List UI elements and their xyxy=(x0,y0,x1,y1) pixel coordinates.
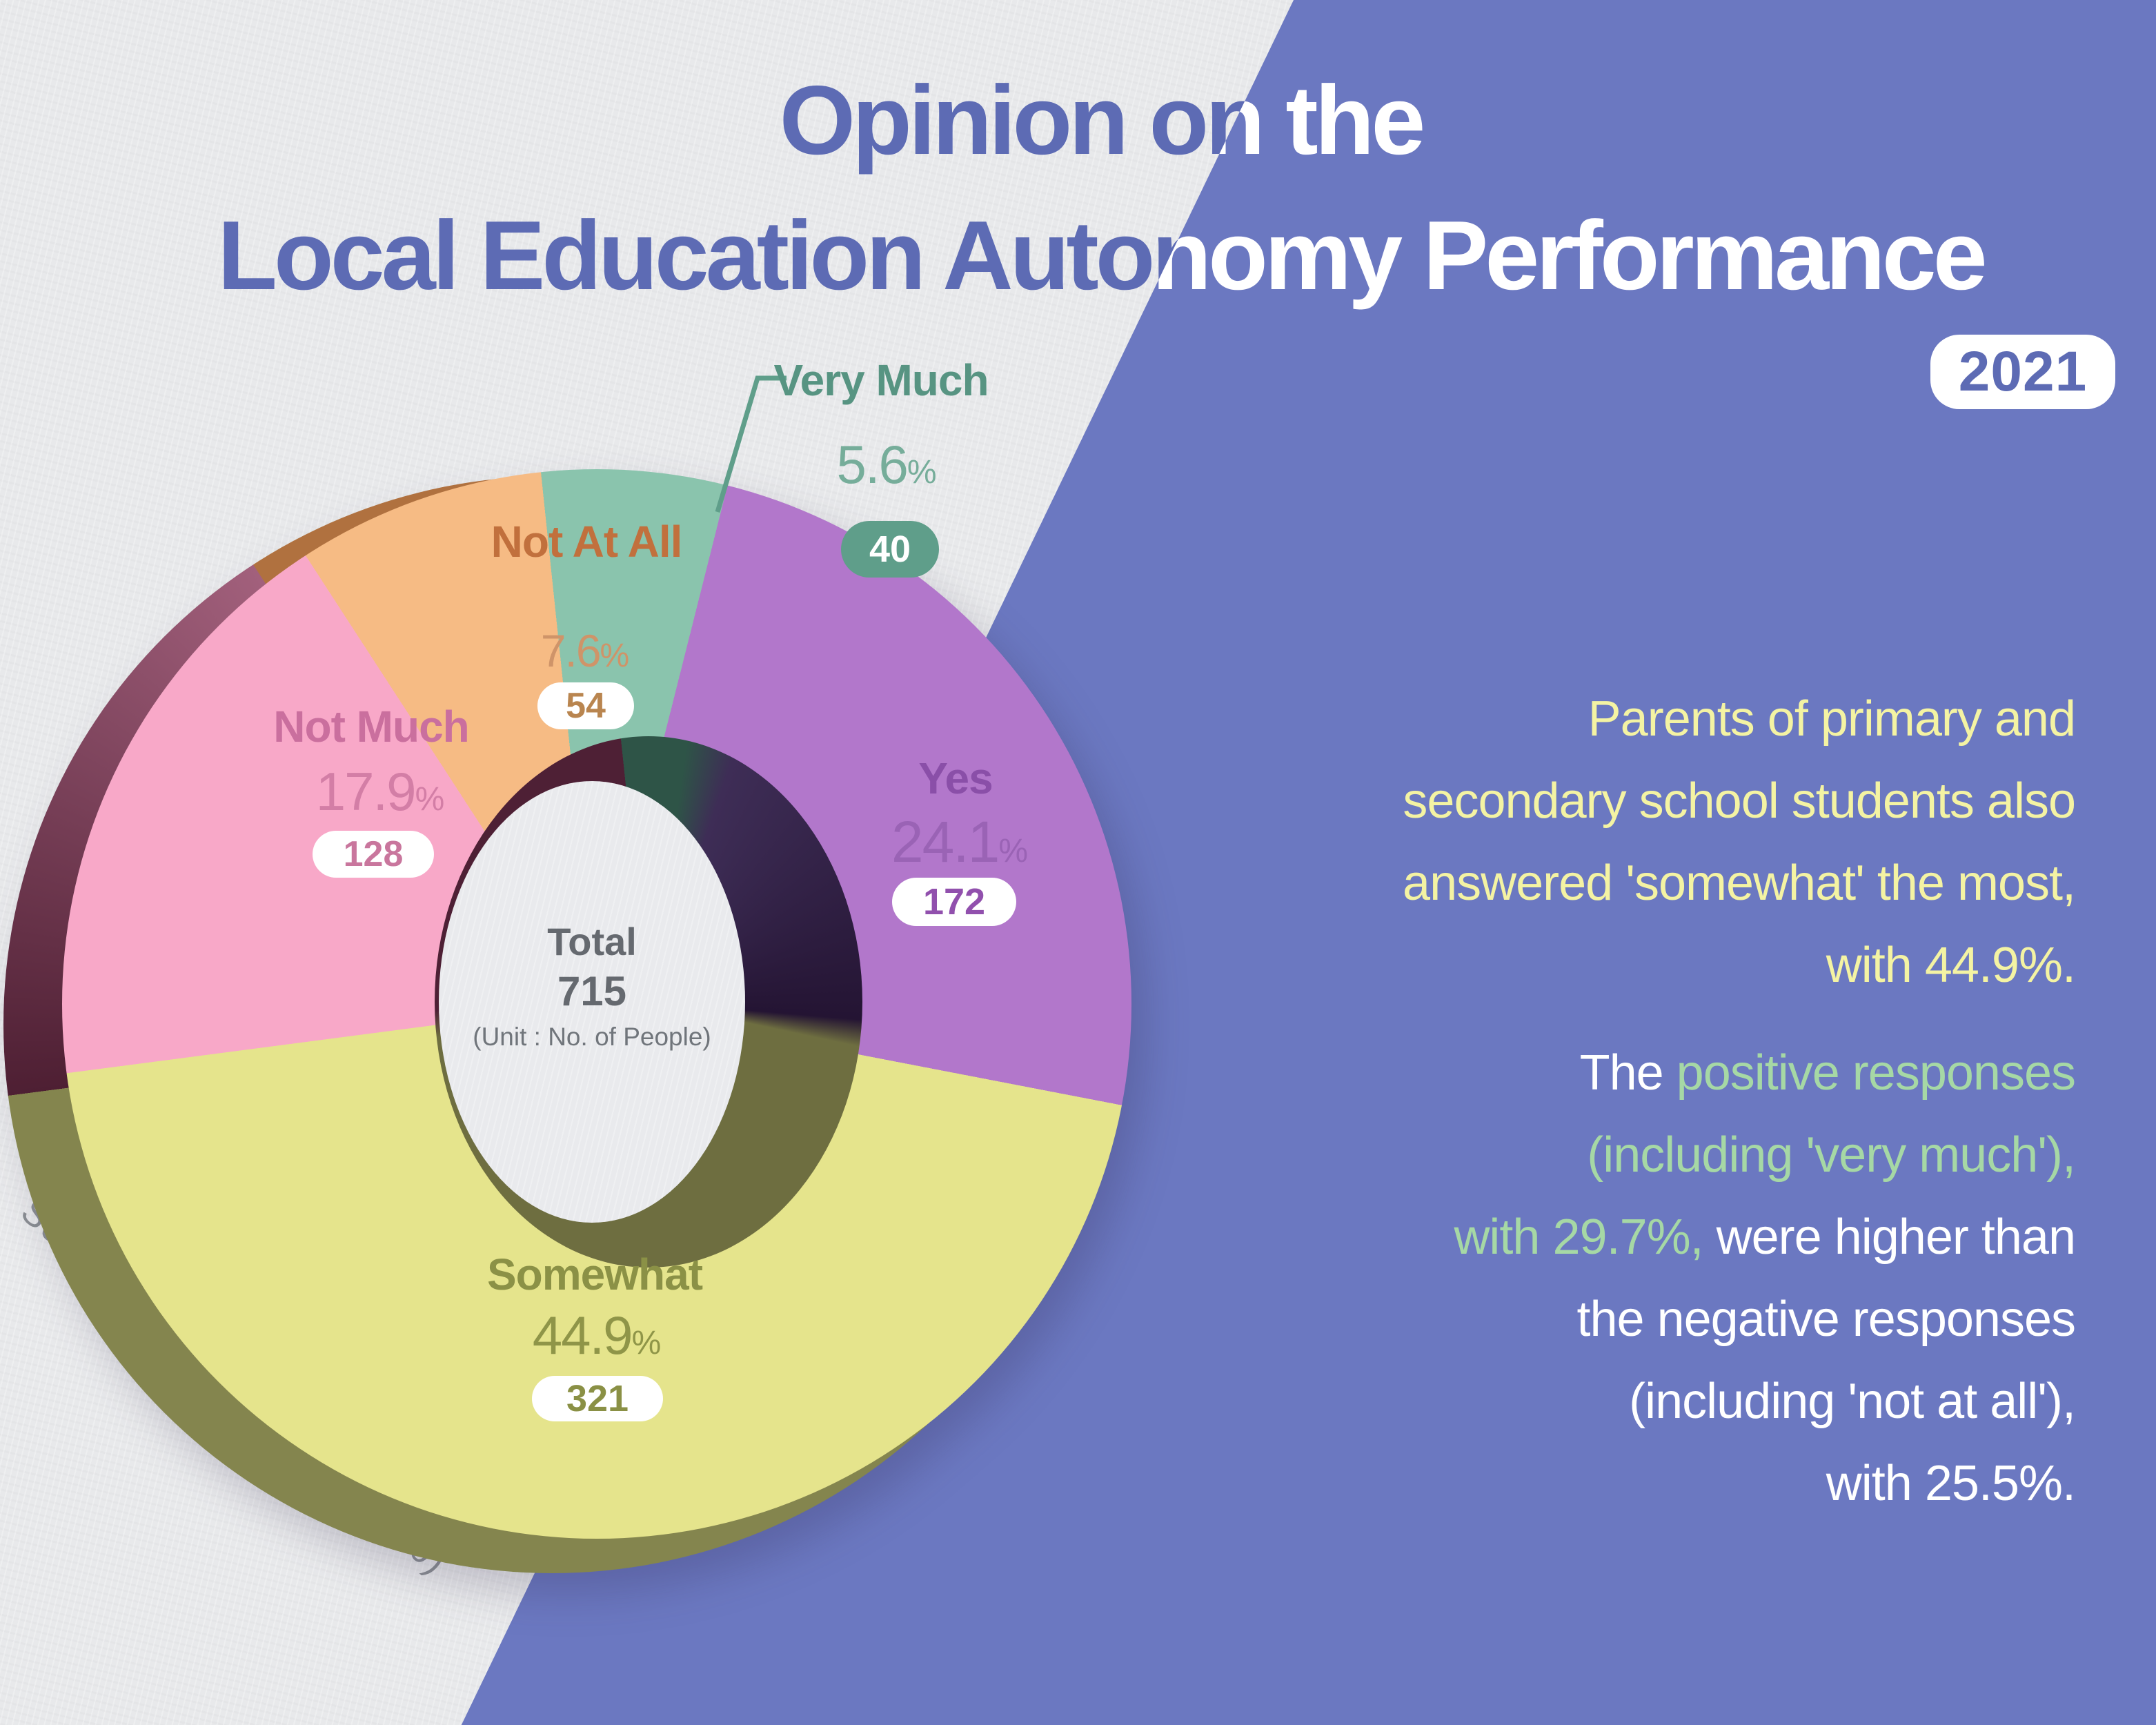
slice-percent-somewhat: 44.9% xyxy=(533,1304,662,1367)
percent-value: 7.6 xyxy=(540,625,602,676)
percent-sign: % xyxy=(907,454,937,491)
percent-sign: % xyxy=(415,781,445,818)
paragraph-line: Parents of primary and xyxy=(1588,691,2076,747)
paragraph-line: answered 'somewhat' the most, xyxy=(1403,856,2076,911)
slice-label-not-at-all: Not At All xyxy=(491,517,683,566)
percent-sign: % xyxy=(998,833,1029,869)
total-label: Total xyxy=(547,920,637,963)
donut-center-hole xyxy=(439,781,745,1223)
paragraph-line: with 44.9%. xyxy=(1826,938,2076,993)
total-value: 715 xyxy=(557,968,627,1014)
slice-count-somewhat: 321 xyxy=(532,1376,663,1421)
slice-label-yes: Yes xyxy=(918,753,993,803)
slice-count-not-much: 128 xyxy=(313,831,434,878)
highlight-segment: (including 'very much'), xyxy=(1587,1127,2076,1183)
slice-percent-not-much: 17.9% xyxy=(316,760,445,823)
text-segment: were higher than xyxy=(1703,1210,2076,1265)
slice-percent-yes: 24.1% xyxy=(891,809,1028,876)
text-segment: The xyxy=(1579,1045,1677,1101)
percent-sign: % xyxy=(631,1325,662,1361)
year-badge: 2021 xyxy=(1930,335,2115,409)
slice-count-yes: 172 xyxy=(892,878,1016,926)
summary-paragraph-somewhat: Parents of primary and secondary school … xyxy=(1403,678,2076,1007)
highlight-segment: with 29.7%, xyxy=(1454,1210,1703,1265)
paragraph-line: secondary school students also xyxy=(1403,773,2076,829)
highlight-segment: positive responses xyxy=(1676,1045,2076,1101)
percent-sign: % xyxy=(600,638,630,674)
percent-value: 24.1 xyxy=(891,809,1000,874)
slice-label-somewhat: Somewhat xyxy=(486,1250,703,1299)
slice-count-very-much: 40 xyxy=(841,521,939,578)
paragraph-line: with 25.5%. xyxy=(1826,1456,2076,1511)
slice-label-very-much: Very Much xyxy=(773,355,989,405)
percent-value: 5.6 xyxy=(836,434,908,495)
paragraph-line: with 29.7%, were higher than xyxy=(1454,1196,2076,1279)
slice-label-not-much: Not Much xyxy=(273,702,469,751)
slice-percent-not-at-all: 7.6% xyxy=(541,624,629,677)
summary-paragraph-positive-negative: The positive responses (including 'very … xyxy=(1454,1032,2076,1525)
total-unit: (Unit : No. of People) xyxy=(473,1023,711,1051)
slice-percent-very-much: 5.6% xyxy=(836,433,936,496)
percent-value: 44.9 xyxy=(532,1305,633,1366)
paragraph-line: the negative responses xyxy=(1576,1292,2076,1347)
slice-count-not-at-all: 54 xyxy=(537,682,634,729)
paragraph-line: The positive responses xyxy=(1454,1032,2076,1114)
percent-value: 17.9 xyxy=(315,761,417,822)
paragraph-line: (including 'not at all'), xyxy=(1629,1374,2076,1429)
